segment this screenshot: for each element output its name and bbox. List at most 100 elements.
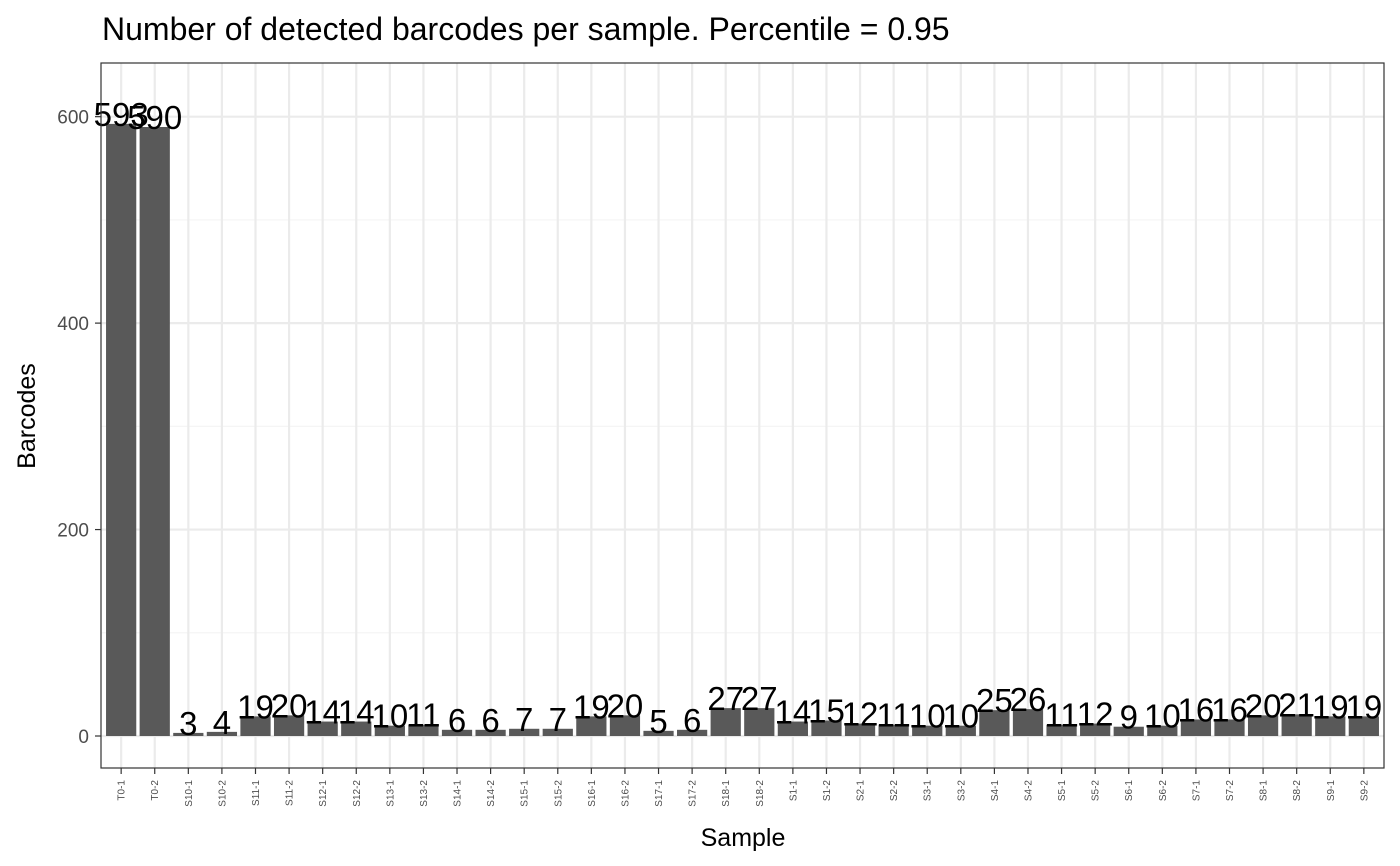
chart-title: Number of detected barcodes per sample. … [102,11,950,47]
y-axis-title: Barcodes [13,363,41,469]
data-label-S1-2: 15 [808,693,845,730]
panel-border [100,62,1385,769]
bar-S16-1 [576,716,607,737]
bar-S1-1 [777,721,808,737]
bar-S15-2 [542,728,573,737]
data-label-S15-2: 7 [549,701,567,738]
y-tick-label: 200 [57,521,89,542]
data-label-S17-2: 6 [683,702,701,739]
bar-S12-1 [307,721,338,737]
data-label-S5-1: 11 [1044,697,1078,734]
data-label-S12-1: 14 [304,694,341,731]
data-label-S14-1: 6 [448,702,466,739]
bar-S10-2 [206,731,238,737]
x-tick-label-S5-1: S5-1 [1057,780,1068,802]
data-label-S6-1: 9 [1120,699,1138,736]
x-tick-label-S15-1: S15-1 [520,780,531,807]
bar-S8-2 [1281,714,1312,737]
bar-S1-2 [811,720,842,737]
data-label-S6-2: 10 [1144,698,1181,735]
bar-S9-2 [1348,716,1379,737]
x-tick-label-S18-1: S18-1 [721,780,732,807]
x-tick-label-T0-1: T0-1 [117,780,128,801]
x-tick-label-S17-2: S17-2 [688,780,699,807]
x-tick-label-S1-2: S1-2 [822,780,833,802]
data-label-S8-2: 21 [1278,686,1315,723]
x-tick-label-T0-2: T0-2 [150,780,161,801]
data-label-S7-2: 16 [1211,691,1248,728]
x-tick-label-S12-1: S12-1 [318,780,329,807]
x-tick-label-S2-1: S2-1 [856,780,867,802]
x-tick-label-S13-1: S13-1 [385,780,396,807]
data-label-S3-1: 10 [909,698,946,735]
x-tick-label-S7-1: S7-1 [1191,780,1202,802]
x-tick-label-S3-2: S3-2 [956,780,967,802]
bar-S11-2 [273,715,305,737]
bar-S7-1 [1180,719,1212,737]
x-tick-label-S11-1: S11-1 [251,780,262,806]
bars [106,123,1379,737]
x-tick-label-S6-2: S6-2 [1158,780,1169,802]
x-tick-label-S10-2: S10-2 [217,780,228,807]
bar-S9-1 [1315,716,1346,737]
data-label-S18-1: 27 [707,680,744,717]
x-tick-label-S12-2: S12-2 [352,780,363,807]
data-label-S12-2: 14 [338,694,375,731]
x-tick-label-S9-1: S9-1 [1326,780,1337,802]
data-label-S4-2: 26 [1010,681,1047,718]
x-tick-label-S4-2: S4-2 [1023,780,1034,802]
data-label-S8-1: 20 [1245,687,1282,724]
x-tick-label-S14-1: S14-1 [453,780,464,807]
data-label-S4-1: 25 [976,682,1013,719]
y-tick-label: 600 [57,108,89,129]
x-tick-label-S17-1: S17-1 [654,780,665,807]
x-tick-label-S18-2: S18-2 [755,780,766,807]
bar-T0-1 [106,123,137,737]
data-label-S3-2: 10 [942,698,979,735]
bar-S4-2 [1012,709,1044,737]
bar-S13-2 [408,724,439,737]
bar-S14-1 [441,729,473,737]
data-label-S13-2: 11 [406,697,440,734]
x-tick-label-S15-2: S15-2 [553,780,564,807]
x-tick-label-S4-1: S4-1 [990,780,1001,802]
bar-S16-2 [609,715,641,737]
bar-S8-1 [1247,715,1279,737]
data-label-S15-1: 7 [515,701,533,738]
x-axis-title: Sample [701,824,786,852]
x-tick-label-S16-1: S16-1 [587,780,598,807]
bar-T0-2 [139,126,170,737]
grid-lines [101,63,1384,768]
bar-S2-2 [878,724,909,737]
bar-S3-1 [912,725,943,737]
x-tick-label-S16-2: S16-2 [620,780,631,807]
x-tick-label-S13-2: S13-2 [419,780,430,807]
x-tick-label-S3-1: S3-1 [923,780,934,802]
x-tick-label-S8-1: S8-1 [1259,780,1270,802]
bar-S7-2 [1214,719,1245,737]
bar-S13-1 [374,725,405,737]
data-label-T0-2: 590 [127,99,182,136]
x-tick-label-S11-2: S11-2 [285,780,296,806]
bar-S3-2 [945,725,976,737]
data-label-S11-1: 19 [237,688,274,725]
x-tick-label-S1-1: S1-1 [788,780,799,802]
x-tick-label-S7-2: S7-2 [1225,780,1236,802]
data-label-S16-1: 19 [573,688,610,725]
data-label-S2-1: 12 [842,696,879,733]
x-tick-label-S14-2: S14-2 [486,780,497,807]
bar-S15-1 [509,728,540,737]
data-label-S16-2: 20 [607,687,644,724]
data-label-S2-2: 11 [877,697,911,734]
bar-S18-1 [710,708,741,737]
bar-S5-1 [1046,724,1077,737]
bar-S17-1 [643,730,674,737]
data-label-S9-2: 19 [1345,688,1382,725]
data-label-S13-1: 10 [371,698,408,735]
x-tick-label-S5-2: S5-2 [1091,780,1102,802]
data-label-S1-1: 14 [775,694,812,731]
bar-S6-1 [1113,726,1144,737]
bar-S11-1 [240,716,271,737]
